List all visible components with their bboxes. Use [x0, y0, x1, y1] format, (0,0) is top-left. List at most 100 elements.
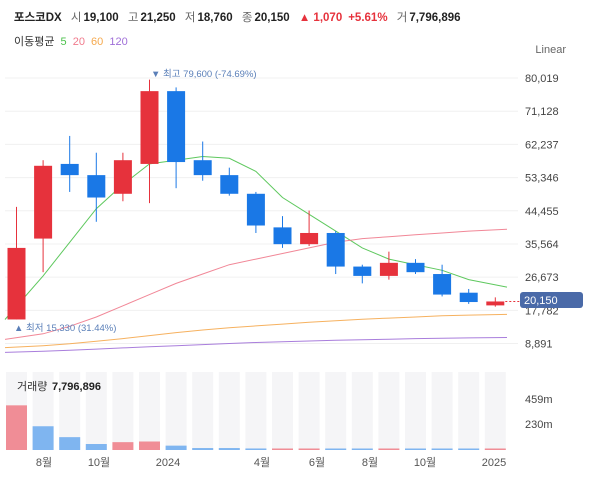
- candle-body: [167, 91, 186, 163]
- price-tick-label: 17,782: [525, 305, 559, 317]
- time-tick-label: 6월: [309, 456, 325, 469]
- high-label: 고: [127, 12, 139, 24]
- volume-column-bg: [112, 372, 134, 450]
- volume-column-bg: [59, 372, 81, 450]
- low-label: 저: [184, 12, 196, 24]
- open-value: 19,100: [83, 12, 119, 24]
- volume-column-bg: [484, 372, 506, 450]
- open-label: 시: [70, 12, 82, 24]
- price-axis: 80,019 71,128 62,237 53,346 44,455 35,564 26,6…: [525, 73, 559, 351]
- ma-120-line: [4, 337, 508, 353]
- price-tick-label: 71,128: [525, 106, 559, 118]
- price-tick-label: 80,019: [525, 73, 559, 85]
- volume-title: 거래량: [17, 380, 47, 393]
- volume-column-bg: [458, 372, 480, 450]
- candle: [87, 152, 106, 222]
- time-tick-label: 2024: [156, 457, 180, 469]
- volume-column-bg: [192, 372, 214, 450]
- candle: [246, 191, 265, 233]
- time-tick-label: 10월: [414, 456, 436, 469]
- volume-bars: [6, 405, 506, 450]
- volume-column-bg: [139, 372, 160, 450]
- candle: [113, 152, 132, 202]
- volume-bar: [59, 437, 81, 450]
- volume-column-bg: [165, 372, 187, 450]
- low-annotation: ▲ 최저 15,330 (31.44%): [14, 323, 116, 334]
- high-value: 21,250: [140, 12, 176, 24]
- candle: [300, 210, 319, 247]
- ma-60-label[interactable]: 60: [91, 36, 104, 48]
- candle-body: [433, 274, 452, 295]
- price-tick-label: 44,455: [525, 206, 559, 218]
- candle: [140, 79, 159, 204]
- price-tick-label: 26,673: [525, 272, 559, 284]
- time-tick-label: 8월: [362, 456, 378, 469]
- volume-column-bg: [378, 372, 400, 450]
- candle-body: [220, 175, 239, 194]
- volume-column-bg: [85, 372, 107, 450]
- quote-header: 포스코DX 시 19,100 고 21,250 저 18,760 종 20,150 ▲ …: [14, 9, 467, 25]
- candle-body: [246, 193, 265, 226]
- candle: [7, 206, 26, 320]
- volume-label: 거: [396, 12, 408, 24]
- low-value: 18,760: [197, 12, 233, 24]
- volume-column-bg: [325, 372, 347, 450]
- candle: [433, 264, 452, 297]
- price-grid: [5, 77, 518, 344]
- ma-5-label[interactable]: 5: [60, 36, 67, 48]
- volume-column-bg: [218, 372, 240, 450]
- volume-bar: [6, 405, 27, 450]
- volume-bar: [405, 448, 426, 450]
- volume-bar: [484, 448, 506, 450]
- time-tick-label: 4월: [254, 456, 270, 469]
- volume-title-value: 7,796,896: [52, 381, 101, 393]
- ma-120-label[interactable]: 120: [109, 36, 128, 48]
- ma-60-line: [4, 313, 508, 349]
- volume-column-bg: [431, 372, 453, 450]
- time-axis: 8월 10월 2024 4월 6월 8월 10월 2025: [36, 456, 506, 469]
- time-tick-label: 8월: [36, 456, 52, 469]
- candle: [193, 141, 212, 181]
- ma-20-line: [4, 228, 508, 340]
- stock-name: 포스코DX: [14, 12, 62, 24]
- volume-bar: [85, 444, 107, 450]
- candle-body: [193, 160, 212, 176]
- candle-body: [140, 91, 159, 164]
- scale-toggle[interactable]: Linear: [535, 44, 566, 56]
- price-tick-label: 8,891: [525, 339, 553, 351]
- candle: [220, 167, 239, 196]
- volume-column-bg: [272, 372, 293, 450]
- high-annotation: ▼ 최고 79,600 (-74.69%): [151, 69, 257, 80]
- candle-body: [406, 262, 425, 273]
- time-tick-label: 2025: [482, 457, 506, 469]
- volume-column-bg: [245, 372, 267, 450]
- candle-body: [87, 175, 106, 198]
- candle-body: [7, 247, 26, 320]
- candle: [60, 135, 79, 192]
- candle-body: [34, 165, 53, 239]
- current-price-label: 20,150: [524, 295, 558, 307]
- volume-bar: [165, 445, 187, 450]
- ma-legend-label: 이동평균: [14, 36, 55, 48]
- candle: [353, 264, 372, 284]
- moving-average-legend[interactable]: 이동평균 5 20 60 120: [14, 33, 131, 49]
- candle-body: [60, 163, 79, 176]
- candles: [7, 79, 520, 320]
- ma-20-label[interactable]: 20: [72, 36, 85, 48]
- volume-column-bg: [298, 372, 320, 450]
- candle: [273, 216, 292, 248]
- candle-body: [353, 266, 372, 276]
- volume-bar: [218, 448, 240, 450]
- candle: [34, 160, 53, 273]
- candle: [326, 231, 345, 275]
- volume-bar: [458, 448, 480, 450]
- volume-bar: [32, 426, 54, 450]
- candle-body: [486, 301, 505, 306]
- volume-column-bg: [351, 372, 373, 450]
- candle-body: [273, 227, 292, 245]
- volume-bar: [378, 448, 400, 450]
- volume-bar: [139, 441, 160, 450]
- candle: [486, 297, 505, 307]
- volume-column-bg: [405, 372, 426, 450]
